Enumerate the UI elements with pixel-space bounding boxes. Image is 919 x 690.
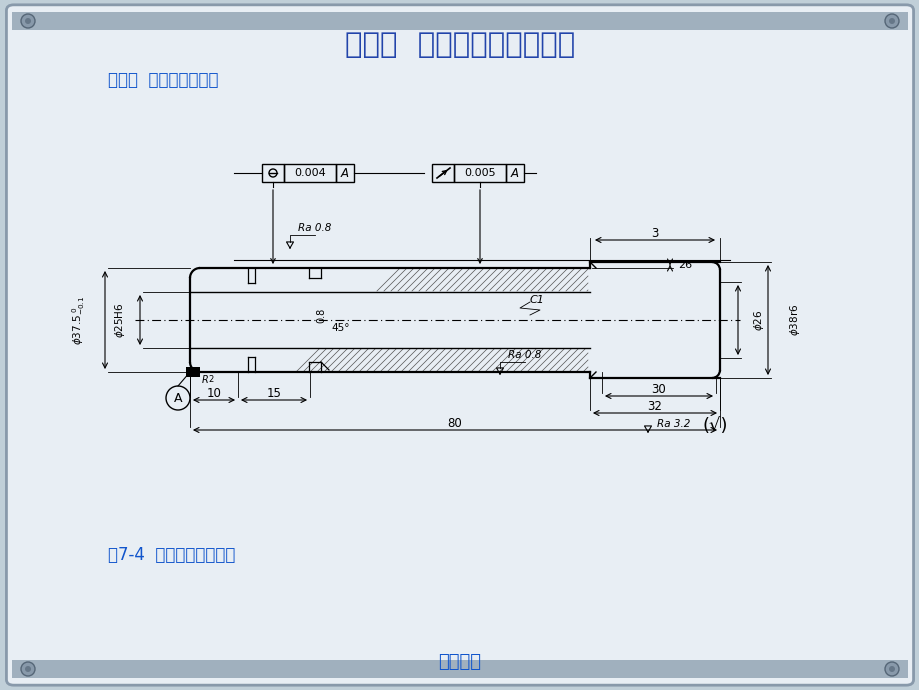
Text: 0.005: 0.005 (464, 168, 495, 178)
Text: 第七章  模具典型零件的加工: 第七章 模具典型零件的加工 (345, 31, 574, 59)
Bar (186, 367, 199, 377)
Text: A: A (341, 166, 348, 179)
Text: R: R (202, 375, 209, 385)
Text: 30: 30 (651, 382, 665, 395)
Text: $\phi$38r6: $\phi$38r6 (788, 304, 801, 336)
Bar (432, 164, 453, 182)
Text: 返回目录: 返回目录 (438, 653, 481, 671)
Circle shape (21, 14, 35, 28)
Text: 32: 32 (647, 400, 662, 413)
Text: A: A (174, 391, 182, 404)
Bar (12, 660, 907, 678)
Circle shape (25, 666, 31, 672)
Circle shape (888, 18, 894, 24)
Text: 45°: 45° (331, 323, 349, 333)
Bar (12, 12, 907, 30)
Text: 10: 10 (207, 386, 221, 400)
Text: (√): (√) (702, 417, 728, 435)
Text: 第二节  套类零件的加工: 第二节 套类零件的加工 (108, 71, 219, 89)
Text: 15: 15 (267, 386, 281, 400)
Text: $\phi$37.5$^{\ 0}_{-0.1}$: $\phi$37.5$^{\ 0}_{-0.1}$ (70, 295, 87, 344)
Text: 图7-4  冲压模滑动式导套: 图7-4 冲压模滑动式导套 (108, 546, 235, 564)
Bar (453, 164, 505, 182)
Text: 3: 3 (651, 226, 658, 239)
Text: $\phi$26: $\phi$26 (751, 309, 766, 331)
Bar (262, 164, 284, 182)
Text: 0.8: 0.8 (315, 307, 325, 323)
Circle shape (884, 662, 898, 676)
Bar (284, 164, 335, 182)
Text: $\phi$25H6: $\phi$25H6 (113, 302, 127, 337)
Text: Ra 0.8: Ra 0.8 (507, 350, 540, 360)
Text: A: A (510, 166, 518, 179)
Bar (335, 164, 354, 182)
Text: Ra 0.8: Ra 0.8 (298, 223, 331, 233)
Bar (505, 164, 524, 182)
Text: Ra 3.2: Ra 3.2 (656, 419, 689, 429)
Circle shape (21, 662, 35, 676)
Text: 80: 80 (448, 417, 462, 429)
Text: 26: 26 (677, 260, 691, 270)
Text: 2: 2 (208, 375, 213, 384)
Circle shape (884, 14, 898, 28)
Text: 0.004: 0.004 (294, 168, 325, 178)
Text: C1: C1 (529, 295, 544, 305)
Circle shape (888, 666, 894, 672)
Circle shape (25, 18, 31, 24)
